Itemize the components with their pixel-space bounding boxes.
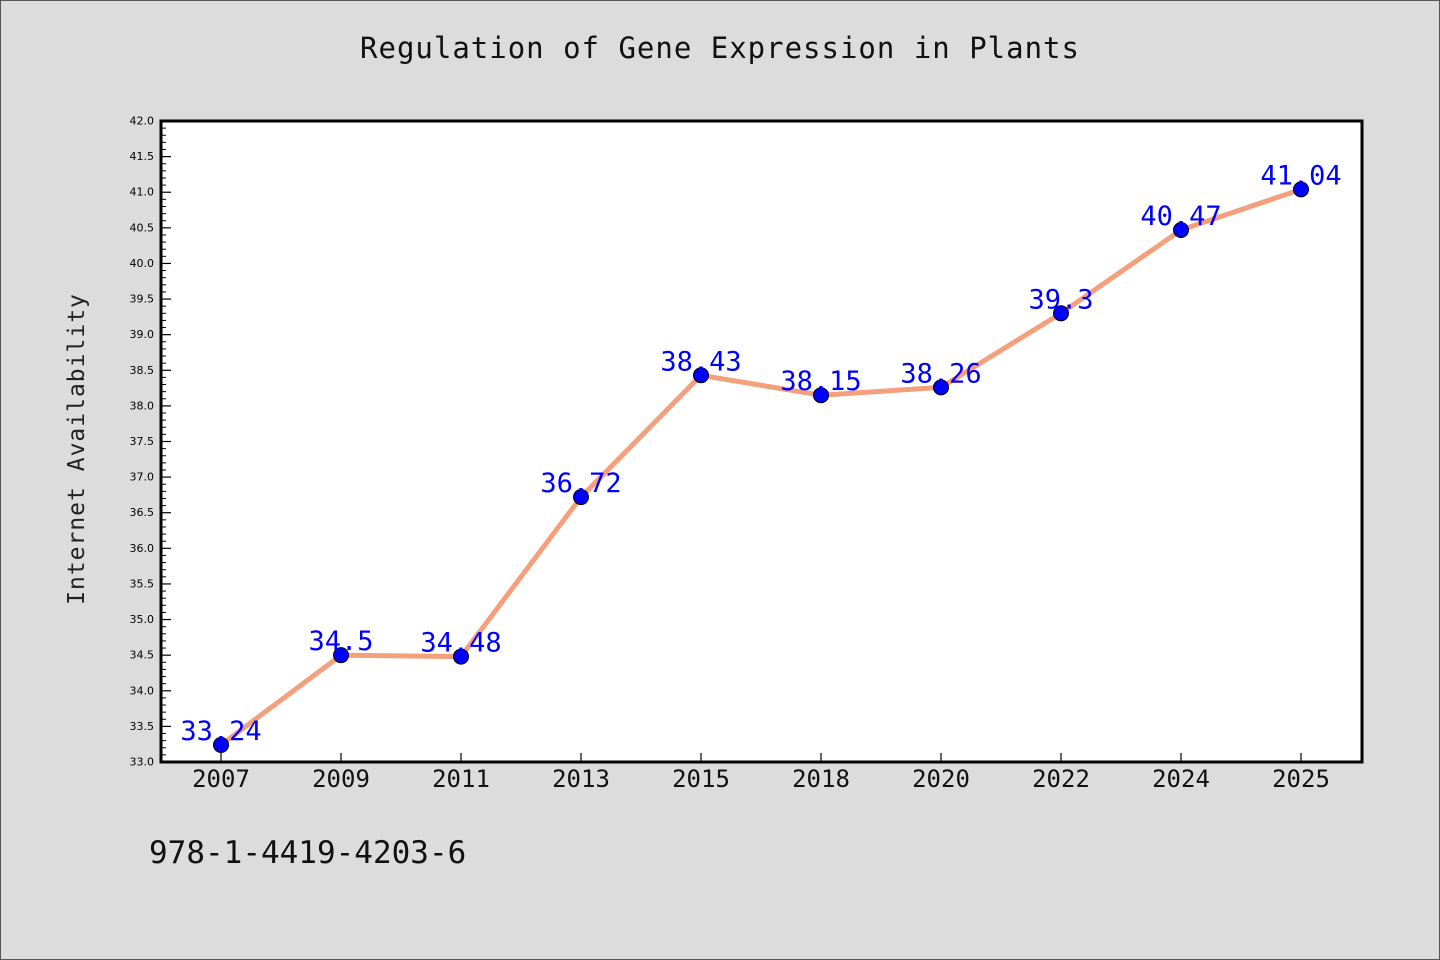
x-tick-label: 2011 (432, 765, 490, 793)
data-point (693, 367, 709, 384)
x-tick-label: 2015 (672, 765, 730, 793)
y-tick-label: 34.5 (130, 649, 155, 662)
footer-code: 978-1-4419-4203-6 (149, 835, 467, 871)
data-label: 34.5 (308, 626, 373, 657)
y-tick-label: 40.5 (130, 221, 155, 234)
x-tick-label: 2018 (792, 765, 850, 793)
data-point (573, 489, 589, 506)
x-tick-label: 2009 (312, 765, 370, 793)
data-label: 34.48 (420, 628, 501, 659)
y-tick-label: 35.5 (130, 577, 155, 590)
y-tick-label: 38.5 (130, 364, 155, 377)
y-tick-label: 33.5 (130, 720, 155, 733)
data-label: 41.04 (1260, 160, 1341, 191)
series-line (218, 186, 1304, 748)
y-tick-label: 41.0 (130, 186, 155, 199)
data-label: 40.47 (1140, 201, 1221, 232)
x-tick-label: 2007 (192, 765, 250, 793)
y-tick-label: 37.0 (130, 471, 155, 484)
data-label: 38.26 (900, 358, 981, 389)
y-tick-label: 41.5 (130, 150, 155, 163)
y-tick-label: 38.0 (130, 399, 155, 412)
y-tick-label: 39.5 (130, 293, 155, 306)
x-tick-label: 2025 (1272, 765, 1330, 793)
x-tick-label: 2020 (912, 765, 970, 793)
data-point (333, 647, 349, 664)
data-point (1173, 221, 1189, 238)
x-tick-label: 2022 (1032, 765, 1090, 793)
plot-frame (159, 119, 1364, 764)
y-tick-label: 39.0 (130, 328, 155, 341)
y-tick-label: 34.0 (130, 684, 155, 697)
y-tick-label: 36.0 (130, 542, 155, 555)
data-label: 33.24 (180, 716, 261, 747)
chart-title: Regulation of Gene Expression in Plants (360, 31, 1080, 65)
x-tick-label: 2024 (1152, 765, 1210, 793)
y-tick-label: 35.0 (130, 613, 155, 626)
data-point (213, 736, 229, 753)
y-tick-label: 37.5 (130, 435, 155, 448)
data-label: 38.15 (780, 366, 861, 397)
y-tick-label: 36.5 (130, 506, 155, 519)
data-point (933, 379, 949, 396)
data-label: 38.43 (660, 346, 741, 377)
data-label: 39.3 (1028, 284, 1093, 315)
x-tick-label: 2013 (552, 765, 610, 793)
data-label: 36.72 (540, 468, 621, 499)
data-point (1053, 305, 1069, 322)
data-point (1293, 181, 1309, 198)
data-point (813, 387, 829, 404)
y-tick-label: 42.0 (130, 115, 155, 128)
y-tick-label: 40.0 (130, 257, 155, 270)
y-tick-label: 33.0 (130, 756, 155, 769)
data-point (453, 648, 469, 665)
